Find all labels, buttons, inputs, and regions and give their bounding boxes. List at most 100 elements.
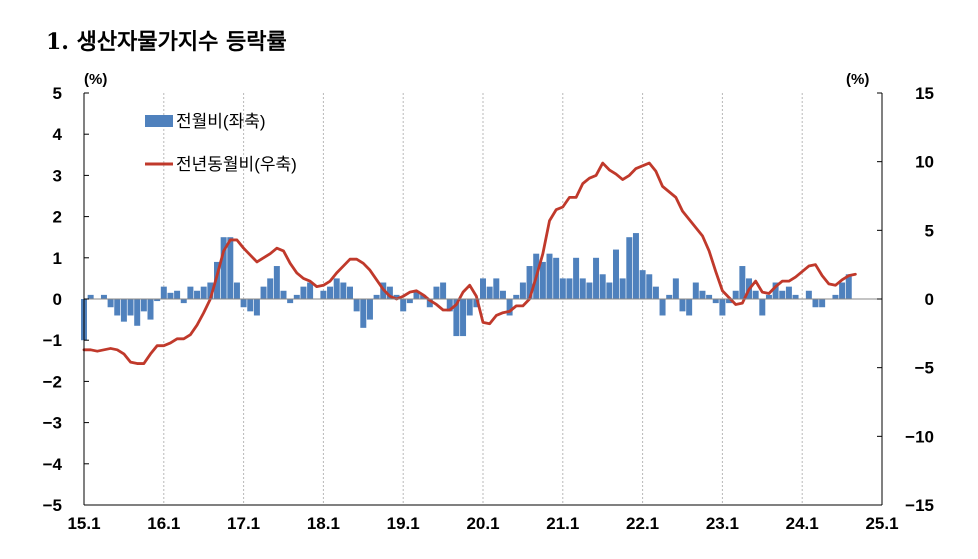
left-axis-tick-label: −1: [43, 331, 62, 350]
monthly-change-bar: [719, 299, 726, 316]
monthly-change-bar: [466, 299, 473, 316]
monthly-change-bar: [227, 237, 234, 299]
monthly-change-bar: [114, 299, 121, 316]
left-axis-tick-label: −5: [43, 496, 62, 515]
monthly-change-bar: [260, 286, 267, 299]
monthly-change-bar: [659, 299, 666, 316]
monthly-change-bar: [593, 257, 600, 299]
left-axis-tick-label: 5: [53, 84, 62, 103]
monthly-change-bar: [267, 278, 274, 299]
monthly-change-bar: [546, 253, 553, 299]
monthly-change-bar: [247, 299, 254, 312]
monthly-change-bar: [566, 278, 573, 299]
right-axis-tick-label: −10: [905, 427, 934, 446]
x-axis-tick-label: 17.1: [227, 514, 260, 533]
left-axis-tick-label: 2: [53, 208, 62, 227]
monthly-change-bar: [233, 282, 240, 299]
left-axis-tick-label: 4: [53, 125, 63, 144]
monthly-change-bar: [553, 257, 560, 299]
x-axis-tick-label: 24.1: [786, 514, 819, 533]
monthly-change-bar: [180, 299, 187, 304]
x-axis-tick-label: 20.1: [466, 514, 499, 533]
monthly-change-bar: [506, 299, 513, 316]
legend: 전월비(좌축) 전년동월비(우축): [145, 112, 297, 174]
monthly-change-bar: [632, 233, 639, 299]
chart-title: 1. 생산자물가지수 등락률: [46, 29, 287, 55]
monthly-change-bar: [499, 290, 506, 299]
monthly-change-bar: [692, 282, 699, 299]
monthly-change-bar: [460, 299, 467, 337]
right-axis-tick-label: −15: [905, 496, 934, 515]
monthly-change-bar: [586, 282, 593, 299]
monthly-change-bar: [253, 299, 260, 316]
monthly-change-bar: [167, 292, 174, 299]
monthly-change-bar: [293, 294, 300, 299]
monthly-change-bar: [240, 299, 247, 308]
monthly-change-bar: [340, 282, 347, 299]
monthly-change-bar: [513, 294, 520, 299]
monthly-change-bar: [626, 237, 633, 299]
monthly-change-bar: [739, 266, 746, 299]
monthly-change-bar: [300, 286, 307, 299]
monthly-change-bar: [327, 286, 334, 299]
monthly-change-bar: [519, 282, 526, 299]
left-axis-tick-label: 0: [53, 290, 62, 309]
monthly-change-bar: [486, 286, 493, 299]
monthly-change-bar: [832, 294, 839, 299]
monthly-change-bar: [154, 299, 161, 302]
monthly-change-bar: [333, 278, 340, 299]
monthly-change-bar: [87, 294, 94, 299]
legend-bar-swatch: [145, 115, 173, 127]
monthly-change-bar: [765, 294, 772, 299]
monthly-change-bar: [785, 286, 792, 299]
left-axis-tick-label: 3: [53, 166, 62, 185]
monthly-change-bar: [280, 290, 287, 299]
monthly-change-bar: [706, 294, 713, 299]
monthly-change-bar: [287, 299, 294, 304]
monthly-change-bar: [200, 286, 207, 299]
yoy-change-line: [82, 161, 857, 365]
monthly-change-bar: [147, 299, 154, 320]
monthly-change-bar: [453, 299, 460, 337]
monthly-change-bar: [473, 299, 480, 308]
monthly-change-bar: [752, 290, 759, 299]
monthly-change-bar: [107, 299, 114, 308]
monthly-change-bar: [307, 282, 314, 299]
right-axis-unit: (%): [846, 71, 869, 88]
monthly-change-bar: [606, 282, 613, 299]
x-axis-tick-label: 25.1: [865, 514, 898, 533]
left-axis-tick-label: −4: [43, 455, 63, 474]
monthly-change-bar: [187, 286, 194, 299]
monthly-change-bar: [819, 299, 826, 308]
monthly-change-bar: [652, 286, 659, 299]
monthly-change-bar: [386, 286, 393, 299]
monthly-change-bar: [120, 299, 127, 322]
monthly-change-bar: [433, 286, 440, 299]
left-axis-tick-label: 1: [53, 249, 62, 268]
monthly-change-bar: [207, 282, 214, 299]
monthly-change-bar: [134, 299, 141, 326]
right-axis-tick-label: −5: [915, 359, 934, 378]
monthly-change-bar: [360, 299, 367, 328]
monthly-change-bar: [779, 290, 786, 299]
monthly-change-bar: [726, 299, 733, 304]
x-axis-tick-label: 22.1: [626, 514, 659, 533]
monthly-change-bar: [792, 294, 799, 299]
monthly-change-bar: [639, 270, 646, 299]
monthly-change-bar: [400, 299, 407, 312]
monthly-change-bar: [712, 299, 719, 304]
monthly-change-bar: [619, 278, 626, 299]
left-axis-tick-label: −2: [43, 372, 62, 391]
monthly-change-bar: [480, 278, 486, 299]
monthly-change-bar: [406, 299, 413, 304]
left-axis-tick-label: −3: [43, 414, 62, 433]
x-axis-tick-label: 19.1: [387, 514, 420, 533]
monthly-change-bar: [420, 294, 427, 299]
x-axis-tick-label: 18.1: [307, 514, 340, 533]
monthly-change-bar: [194, 290, 201, 299]
monthly-change-bar: [812, 299, 819, 308]
monthly-change-bar: [373, 294, 380, 299]
monthly-change-bar: [140, 299, 147, 312]
